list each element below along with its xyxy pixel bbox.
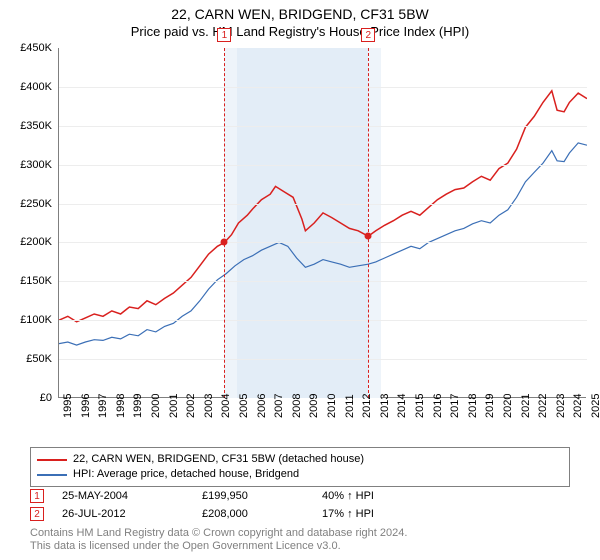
sale-marker-line: [224, 48, 225, 398]
x-axis-label: 2017: [449, 394, 461, 418]
gridline: [59, 359, 587, 360]
x-axis-label: 2015: [414, 394, 426, 418]
sale-row: 1 25-MAY-2004£199,95040% ↑ HPI: [30, 487, 570, 505]
sale-price: £208,000: [202, 508, 322, 520]
footer-line1: Contains HM Land Registry data © Crown c…: [30, 527, 407, 540]
chart-title-address: 22, CARN WEN, BRIDGEND, CF31 5BW: [0, 6, 600, 22]
x-axis-label: 1998: [115, 394, 127, 418]
y-axis-label: £300K: [20, 159, 52, 171]
y-axis-label: £0: [40, 392, 52, 404]
x-axis-label: 2009: [308, 394, 320, 418]
x-axis-label: 2023: [555, 394, 567, 418]
sale-marker-badge: 2: [361, 28, 375, 42]
gridline: [59, 242, 587, 243]
sale-marker-dot: [365, 233, 372, 240]
sale-hpi: 17% ↑ HPI: [322, 508, 442, 520]
chart-lines: [59, 48, 587, 398]
sale-hpi: 40% ↑ HPI: [322, 490, 442, 502]
x-axis-label: 2025: [590, 394, 600, 418]
legend: 22, CARN WEN, BRIDGEND, CF31 5BW (detach…: [30, 447, 570, 487]
chart: 12 £0£50K£100K£150K£200K£250K£300K£350K£…: [58, 48, 586, 398]
gridline: [59, 204, 587, 205]
x-axis-label: 2003: [203, 394, 215, 418]
legend-label: HPI: Average price, detached house, Brid…: [73, 467, 299, 482]
x-axis-label: 2022: [537, 394, 549, 418]
gridline: [59, 165, 587, 166]
y-axis-label: £100K: [20, 314, 52, 326]
sale-date: 26-JUL-2012: [62, 508, 202, 520]
y-axis-label: £350K: [20, 120, 52, 132]
gridline: [59, 87, 587, 88]
legend-label: 22, CARN WEN, BRIDGEND, CF31 5BW (detach…: [73, 452, 364, 467]
x-axis-label: 2019: [484, 394, 496, 418]
sale-row-badge: 1: [30, 489, 44, 503]
x-axis-label: 2018: [467, 394, 479, 418]
gridline: [59, 281, 587, 282]
x-axis-label: 2001: [168, 394, 180, 418]
sale-marker-line: [368, 48, 369, 398]
sales-table: 1 25-MAY-2004£199,95040% ↑ HPI 2 26-JUL-201…: [30, 487, 570, 523]
x-axis-label: 2010: [326, 394, 338, 418]
x-axis-label: 2014: [396, 394, 408, 418]
chart-title-subtitle: Price paid vs. HM Land Registry's House …: [0, 24, 600, 39]
x-axis-label: 2011: [344, 394, 356, 418]
legend-swatch: [37, 474, 67, 476]
y-axis-label: £250K: [20, 198, 52, 210]
x-axis-label: 2013: [379, 394, 391, 418]
series-line-hpi: [59, 143, 587, 345]
x-axis-label: 1995: [62, 394, 74, 418]
x-axis-label: 1997: [97, 394, 109, 418]
sale-row: 2 26-JUL-2012£208,00017% ↑ HPI: [30, 505, 570, 523]
x-axis-label: 2000: [150, 394, 162, 418]
x-axis-label: 2008: [291, 394, 303, 418]
sale-row-badge: 2: [30, 507, 44, 521]
plot-area: 12: [58, 48, 586, 398]
x-axis-label: 2006: [256, 394, 268, 418]
x-axis-label: 2004: [220, 394, 232, 418]
x-axis-label: 1999: [132, 394, 144, 418]
x-axis-label: 2016: [432, 394, 444, 418]
x-axis-label: 1996: [80, 394, 92, 418]
sale-marker-dot: [221, 239, 228, 246]
x-axis-label: 2021: [520, 394, 532, 418]
footer: Contains HM Land Registry data © Crown c…: [30, 527, 407, 553]
legend-row: 22, CARN WEN, BRIDGEND, CF31 5BW (detach…: [37, 452, 563, 467]
x-axis-label: 2002: [185, 394, 197, 418]
gridline: [59, 320, 587, 321]
y-axis-label: £50K: [26, 353, 52, 365]
footer-line2: This data is licensed under the Open Gov…: [30, 540, 407, 553]
x-axis-label: 2007: [273, 394, 285, 418]
sale-marker-badge: 1: [217, 28, 231, 42]
sale-date: 25-MAY-2004: [62, 490, 202, 502]
y-axis-label: £200K: [20, 236, 52, 248]
chart-title-block: 22, CARN WEN, BRIDGEND, CF31 5BW Price p…: [0, 0, 600, 39]
legend-swatch: [37, 459, 67, 461]
legend-row: HPI: Average price, detached house, Brid…: [37, 467, 563, 482]
x-axis-label: 2005: [238, 394, 250, 418]
x-axis-label: 2020: [502, 394, 514, 418]
x-axis-label: 2024: [572, 394, 584, 418]
x-axis-label: 2012: [361, 394, 373, 418]
gridline: [59, 126, 587, 127]
y-axis-label: £150K: [20, 275, 52, 287]
sale-price: £199,950: [202, 490, 322, 502]
y-axis-label: £450K: [20, 42, 52, 54]
y-axis-label: £400K: [20, 81, 52, 93]
